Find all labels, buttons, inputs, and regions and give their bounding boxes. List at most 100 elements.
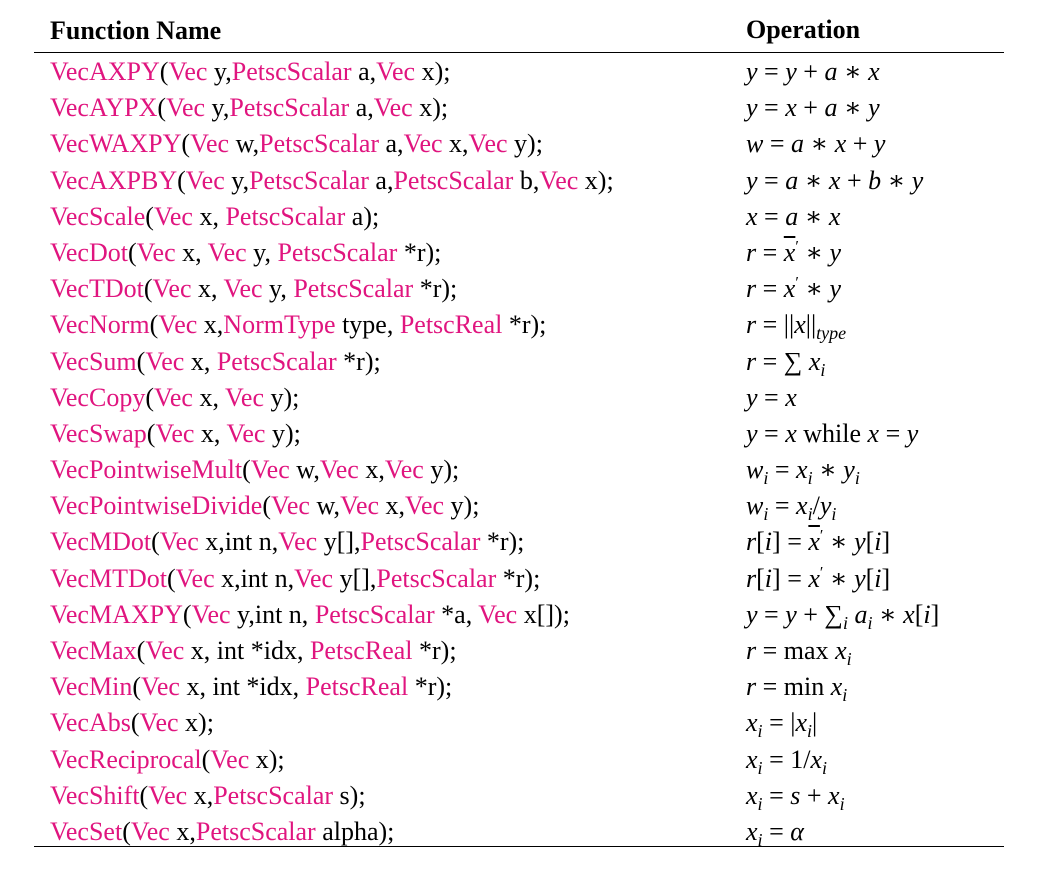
signature-text: a); [345, 202, 379, 231]
math-text: / [813, 491, 820, 520]
operation-formula: y = a ∗ x + b ∗ y [746, 163, 923, 199]
signature-text: ( [137, 636, 146, 665]
keyword: Vec [224, 274, 263, 303]
math-text: || [806, 310, 816, 339]
signature-text: x, [194, 419, 226, 448]
table-row: VecMTDot(Vec x,int n,Vec y[],PetscScalar… [34, 561, 1004, 597]
signature-text: x); [578, 166, 613, 195]
math-variable: x [809, 347, 821, 376]
math-variable: x [784, 274, 796, 303]
signature-text: y); [508, 129, 543, 158]
math-variable-conjugate: x [808, 527, 820, 556]
math-text: ∗ [799, 238, 830, 267]
header-function-name: Function Name [50, 16, 221, 46]
math-subscript: type [816, 324, 846, 344]
math-text: [ [756, 527, 765, 556]
keyword: PetscScalar [249, 166, 369, 195]
math-variable: w [746, 455, 763, 484]
signature-text: *r); [408, 672, 452, 701]
operation-formula: w = a ∗ x + y [746, 126, 885, 162]
math-variable: x [795, 708, 807, 737]
operation-formula: r = x′ ∗ y [746, 235, 841, 271]
keyword: VecCopy [50, 383, 145, 412]
operation-formula: xi = |xi| [746, 705, 817, 741]
math-variable: x [810, 745, 822, 774]
table-row: VecPointwiseDivide(Vec w,Vec x,Vec y); wi… [34, 488, 1004, 524]
operation-formula: y = x [746, 380, 797, 416]
math-text: = [768, 491, 796, 520]
math-subscript: i [840, 794, 845, 814]
signature-text: x); [413, 93, 448, 122]
signature-text: ( [128, 238, 137, 267]
table-row: VecAYPX(Vec y,PetscScalar a,Vec x); y = x… [34, 90, 1004, 126]
function-signature: VecScale(Vec x, PetscScalar a); [50, 199, 379, 235]
math-variable: w [746, 129, 763, 158]
keyword: Vec [469, 129, 508, 158]
math-subscript: i [842, 685, 847, 705]
math-variable: x [785, 93, 797, 122]
function-signature: VecMax(Vec x, int *idx, PetscReal *r); [50, 633, 457, 669]
keyword: VecPointwiseDivide [50, 491, 262, 520]
math-variable: y [843, 455, 855, 484]
math-text: = [756, 238, 784, 267]
signature-text: ( [242, 455, 251, 484]
math-text: = [763, 817, 791, 846]
keyword: Vec [154, 202, 193, 231]
signature-text: ( [122, 817, 131, 846]
function-signature: VecPointwiseMult(Vec w,Vec x,Vec y); [50, 452, 459, 488]
keyword: PetscScalar [232, 57, 352, 86]
keyword: Vec [385, 455, 424, 484]
math-text: ] [931, 600, 940, 629]
signature-text: a, [369, 166, 394, 195]
operation-formula: r = x′ ∗ y [746, 271, 841, 307]
math-variable: i [765, 564, 772, 593]
function-signature: VecWAXPY(Vec w,PetscScalar a,Vec x,Vec y… [50, 126, 543, 162]
math-variable: x [746, 781, 758, 810]
math-variable: x [794, 310, 806, 339]
keyword: Vec [320, 455, 359, 484]
math-subscript: i [847, 649, 852, 669]
math-variable: y [830, 238, 842, 267]
operation-formula: y = x while x = y [746, 416, 918, 452]
signature-text: y, [263, 274, 294, 303]
math-text: ] = [772, 527, 808, 556]
math-variable: r [746, 636, 756, 665]
math-variable: y [746, 383, 758, 412]
math-variable: y [907, 419, 919, 448]
keyword: VecTDot [50, 274, 144, 303]
math-text: ∗ [798, 202, 829, 231]
math-variable: x [746, 708, 758, 737]
table-row: VecDot(Vec x, Vec y, PetscScalar *r); r =… [34, 235, 1004, 271]
signature-text: y[], [317, 527, 360, 556]
signature-text: *r); [496, 564, 540, 593]
signature-text: y); [264, 383, 299, 412]
math-variable: y [912, 166, 924, 195]
math-text: ] [882, 564, 891, 593]
math-text: [ [866, 527, 875, 556]
keyword: VecMin [50, 672, 132, 701]
signature-text: ( [177, 166, 186, 195]
signature-text: x, int *idx, [180, 672, 306, 701]
signature-text: x,int n, [215, 564, 294, 593]
math-variable: x [831, 672, 843, 701]
math-variable: a [785, 202, 798, 231]
math-variable: y [830, 274, 842, 303]
math-variable: x [828, 781, 840, 810]
keyword: VecAbs [50, 708, 131, 737]
keyword: Vec [404, 129, 443, 158]
signature-text: s); [333, 781, 366, 810]
math-subscript: i [831, 504, 836, 524]
math-variable: s [790, 781, 800, 810]
math-variable: r [746, 347, 756, 376]
signature-text: alpha); [316, 817, 395, 846]
function-signature: VecSum(Vec x, PetscScalar *r); [50, 344, 381, 380]
math-variable: x [868, 419, 880, 448]
keyword: Vec [376, 57, 415, 86]
function-signature: VecSet(Vec x,PetscScalar alpha); [50, 814, 394, 850]
operation-formula: xi = α [746, 814, 804, 850]
keyword: VecReciprocal [50, 745, 202, 774]
keyword: Vec [210, 745, 249, 774]
bottom-rule [34, 846, 1004, 847]
table-row: VecAXPY(Vec y,PetscScalar a,Vec x); y = y… [34, 54, 1004, 90]
math-text: + [797, 93, 825, 122]
